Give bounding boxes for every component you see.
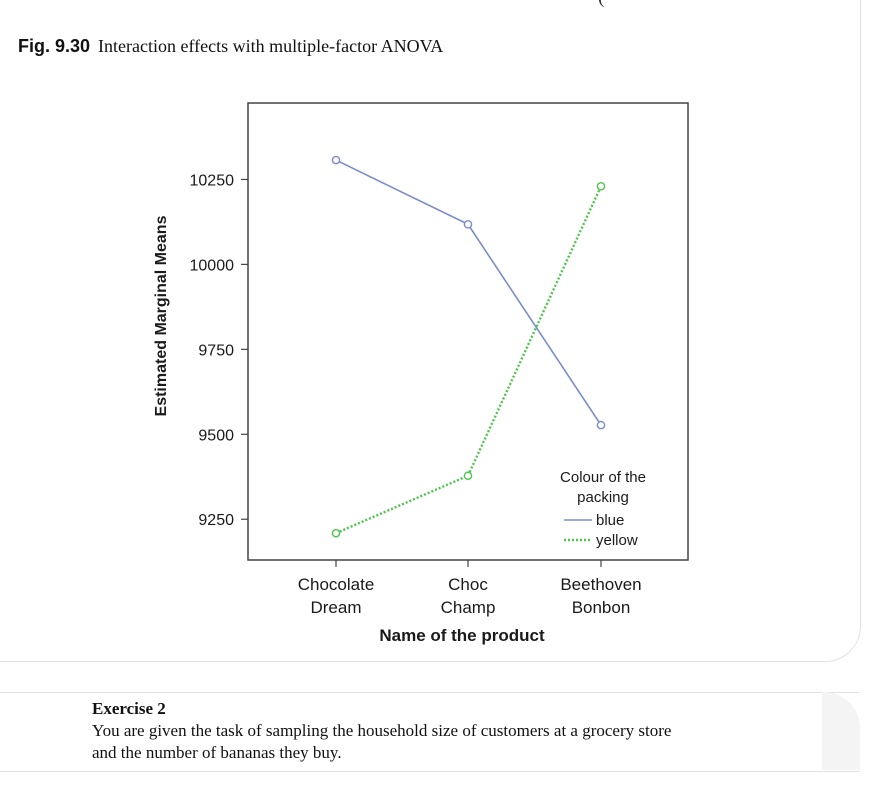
x-tick-label: Chocolate xyxy=(298,575,375,594)
top-cropped-text: ( xyxy=(598,0,605,9)
figure-caption: Fig. 9.30 Interaction effects with multip… xyxy=(18,36,443,57)
x-tick-label: Beethoven xyxy=(560,575,641,594)
y-tick-label: 9500 xyxy=(198,427,234,444)
plot-frame xyxy=(247,102,689,561)
data-point-yellow xyxy=(463,471,473,481)
legend-title: packing xyxy=(577,489,629,506)
x-tick-label: Dream xyxy=(310,598,361,617)
x-tick-label: Champ xyxy=(441,598,496,617)
data-point-blue xyxy=(463,220,473,229)
x-tick-label: Choc xyxy=(448,575,488,594)
series-layer xyxy=(331,155,606,538)
exercise-card xyxy=(0,692,859,772)
exercise-line: and the number of bananas they buy. xyxy=(92,743,342,762)
legend-label-yellow: yellow xyxy=(596,532,638,549)
y-axis-label: Estimated Marginal Means xyxy=(153,215,170,416)
legend-title: Colour of the xyxy=(560,469,646,486)
x-axis: Chocolate Dream Choc Champ Beethoven Bonbon xyxy=(298,560,642,617)
exercise-title: Exercise 2 xyxy=(92,699,166,718)
x-axis-label: Name of the product xyxy=(379,626,545,645)
data-point-blue xyxy=(331,155,341,165)
y-tick-label: 9750 xyxy=(198,342,234,359)
x-tick-label: Bonbon xyxy=(572,598,631,617)
series-line-yellow xyxy=(335,185,603,535)
y-tick-label: 10000 xyxy=(190,257,235,274)
figure-caption-text: Interaction effects with multiple-factor… xyxy=(98,36,444,56)
y-axis: 10250 10000 9750 9500 9250 xyxy=(190,172,248,529)
y-tick-label: 10250 xyxy=(190,172,235,189)
data-point-blue xyxy=(596,420,606,430)
exercise-line: You are given the task of sampling the h… xyxy=(92,721,672,740)
y-tick-label: 9250 xyxy=(198,512,234,529)
legend: Colour of the packing blue yellow xyxy=(560,469,646,549)
exercise-block: Exercise 2 You are given the task of sam… xyxy=(92,698,792,764)
figure-label: Fig. 9.30 xyxy=(18,36,91,56)
legend-label-blue: blue xyxy=(596,512,624,529)
data-point-yellow xyxy=(596,181,606,191)
data-point-yellow xyxy=(331,528,341,538)
